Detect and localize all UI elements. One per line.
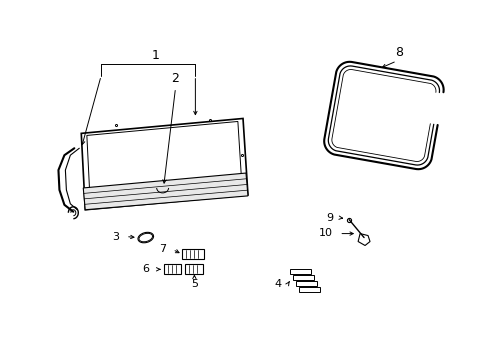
Polygon shape (289, 269, 311, 274)
Text: 10: 10 (318, 228, 332, 238)
Polygon shape (83, 173, 247, 210)
Text: 7: 7 (159, 244, 166, 255)
Polygon shape (185, 264, 203, 274)
Text: 3: 3 (112, 231, 119, 242)
Polygon shape (182, 249, 204, 260)
Polygon shape (298, 287, 320, 292)
Ellipse shape (139, 233, 152, 242)
Polygon shape (357, 234, 369, 246)
Text: 4: 4 (274, 279, 281, 289)
Text: 1: 1 (151, 49, 159, 63)
Polygon shape (163, 264, 181, 274)
Polygon shape (292, 275, 314, 280)
Text: 2: 2 (171, 72, 179, 85)
Text: 8: 8 (394, 46, 402, 59)
Text: 5: 5 (190, 279, 198, 289)
Polygon shape (295, 281, 317, 286)
Text: 9: 9 (325, 213, 332, 223)
Text: 6: 6 (142, 264, 149, 274)
